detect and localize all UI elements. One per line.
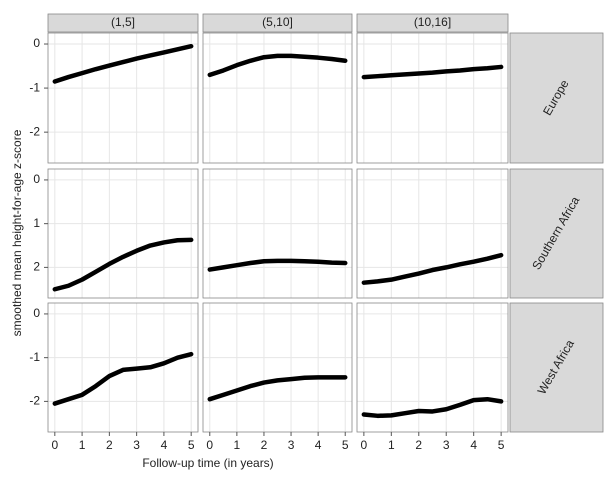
- panel-border: [356, 302, 509, 433]
- x-tick-label: 2: [415, 438, 422, 452]
- x-tick-label: 1: [234, 438, 241, 452]
- x-tick-label: 3: [443, 438, 450, 452]
- smoothed-line: [207, 258, 348, 272]
- panel: [48, 303, 198, 432]
- y-tick-label: -2: [29, 394, 40, 408]
- panel: [357, 169, 508, 298]
- panel-border: [202, 302, 353, 433]
- panel-border: [47, 168, 199, 299]
- row-strip: [509, 302, 604, 433]
- x-tick-label: 4: [161, 438, 168, 452]
- smoothed-line: [52, 237, 194, 292]
- smoothed-line: [361, 396, 504, 419]
- y-tick-label: 0: [33, 306, 40, 320]
- y-axis-label: smoothed mean height-for-age z-score: [10, 129, 24, 336]
- smoothed-line: [207, 375, 348, 402]
- column-strip: [47, 13, 199, 33]
- x-tick-label: 3: [133, 438, 140, 452]
- column-strip-label: (5,10]: [262, 15, 293, 29]
- x-tick-label: 4: [315, 438, 322, 452]
- x-axis-label: Follow-up time (in years): [142, 456, 273, 470]
- x-tick-label: 2: [261, 438, 268, 452]
- panel: [203, 33, 352, 163]
- column-strip: [202, 13, 353, 33]
- x-tick-label: 5: [188, 438, 195, 452]
- y-tick-label: 0: [33, 172, 40, 186]
- panel-border: [356, 32, 509, 164]
- smoothed-line: [52, 43, 194, 84]
- panel-border: [47, 302, 199, 433]
- x-tick-label: 0: [206, 438, 213, 452]
- x-tick-label: 2: [106, 438, 113, 452]
- column-strip-label: (1,5]: [111, 15, 135, 29]
- panel: [203, 169, 352, 298]
- panel: [48, 33, 198, 163]
- x-tick-label: 5: [498, 438, 505, 452]
- x-tick-label: 0: [51, 438, 58, 452]
- panel-border: [202, 168, 353, 299]
- row-strip: [509, 168, 604, 299]
- panel-border: [356, 168, 509, 299]
- y-tick-label: 2: [33, 260, 40, 274]
- y-tick-label: 0: [33, 36, 40, 50]
- smoothed-line: [361, 252, 504, 285]
- x-tick-label: 4: [470, 438, 477, 452]
- x-tick-label: 1: [388, 438, 395, 452]
- panel: [357, 33, 508, 163]
- smoothed-line: [207, 53, 348, 78]
- y-tick-label: 1: [33, 216, 40, 230]
- panel: [203, 303, 352, 432]
- x-tick-label: 3: [288, 438, 295, 452]
- y-tick-label: -1: [29, 350, 40, 364]
- row-strip: [509, 32, 604, 164]
- smoothed-line: [52, 351, 194, 406]
- x-tick-label: 1: [79, 438, 86, 452]
- smoothed-line: [361, 64, 504, 80]
- panel: [48, 169, 198, 298]
- column-strip-label: (10,16]: [414, 15, 451, 29]
- column-strip: [356, 13, 509, 33]
- y-tick-label: -1: [29, 80, 40, 94]
- panel-border: [202, 32, 353, 164]
- x-tick-label: 5: [342, 438, 349, 452]
- x-tick-label: 0: [361, 438, 368, 452]
- panel-border: [47, 32, 199, 164]
- y-tick-label: -2: [29, 124, 40, 138]
